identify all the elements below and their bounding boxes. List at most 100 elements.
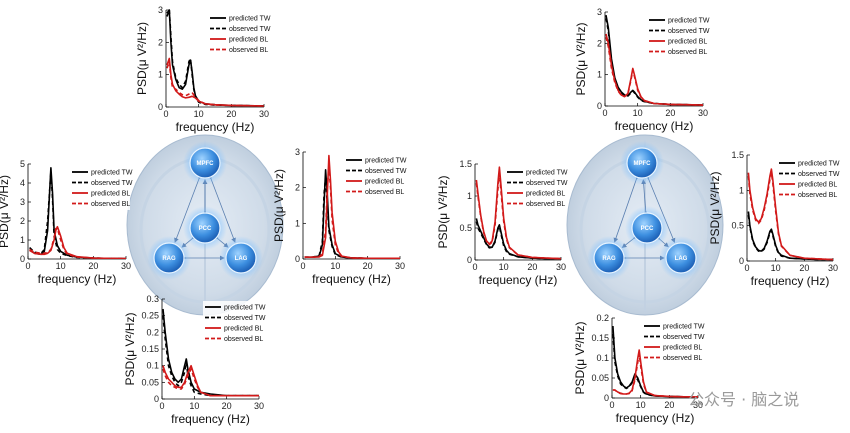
x-tick-label: 0	[159, 401, 164, 411]
legend-label: observed TW	[365, 168, 407, 175]
x-tick-label: 0	[744, 263, 749, 273]
series-line-predicted-BL	[166, 57, 264, 107]
x-tick-label: 10	[330, 261, 340, 271]
network-edge	[207, 174, 236, 243]
legend-label: observed TW	[798, 171, 840, 178]
y-tick-label: 0	[604, 393, 609, 403]
x-tick-label: 0	[609, 400, 614, 410]
x-tick-label: 20	[799, 263, 809, 273]
x-tick-label: 10	[194, 109, 204, 119]
y-tick-label: 0.2	[596, 313, 609, 323]
y-tick-label: 0.1	[146, 361, 159, 371]
y-tick-label: 1	[739, 185, 744, 195]
y-tick-label: 2	[158, 37, 163, 47]
y-tick-label: 0	[20, 254, 25, 264]
brain-network-a: MPFC PCC RAG LAG	[126, 134, 284, 316]
y-tick-label: 0.15	[141, 344, 159, 354]
legend-label: predicted BL	[526, 191, 565, 198]
y-tick-label: 0	[154, 394, 159, 404]
y-tick-label: 2	[20, 216, 25, 226]
legend-label: observed TW	[224, 315, 266, 322]
y-tick-label: 3	[158, 5, 163, 15]
series-line-predicted-TW	[162, 308, 259, 397]
y-tick-label: 0.3	[146, 294, 159, 304]
y-tick-label: 0.25	[141, 311, 159, 321]
node-label-mpfc: MPFC	[197, 161, 215, 167]
legend-label: observed BL	[526, 201, 565, 208]
x-tick-label: 10	[771, 263, 781, 273]
x-tick-label: 20	[665, 108, 675, 118]
psd-panel-b-right: 0 10 20 30 0 0.5 1 1.5 frequency (Hz) PSD(μ V²/Hz…	[708, 150, 840, 288]
legend-label: predicted BL	[91, 191, 130, 198]
x-tick-label: 0	[163, 109, 168, 119]
y-tick-label: 0	[597, 101, 602, 111]
node-lag	[665, 242, 697, 274]
psd-panel-b-top: 0 10 20 30 0 1 2 3 frequency (Hz) PSD(μ V²/Hz) pre…	[574, 7, 710, 133]
psd-panel-a-right: 0 10 20 30 0 1 2 3 frequency (Hz) PSD(μ V²/Hz) pre…	[272, 147, 407, 286]
x-axis-label: frequency (Hz)	[171, 412, 250, 426]
network-edge	[613, 174, 641, 243]
x-axis-label: frequency (Hz)	[312, 272, 391, 286]
psd-panel-b-bottom: 0 10 20 30 0 0.05 0.1 0.15 0.2 frequency (Hz) PSD(…	[573, 313, 705, 425]
network-edge	[641, 179, 649, 216]
series-line-observed-TW	[475, 221, 561, 260]
legend-label: observed BL	[663, 355, 702, 362]
y-tick-label: 0	[467, 255, 472, 265]
x-tick-label: 30	[259, 109, 269, 119]
x-tick-label: 30	[698, 108, 708, 118]
series-line-observed-TW	[747, 215, 833, 261]
x-tick-label: 0	[472, 262, 477, 272]
psd-panel-a-left: 0 10 20 30 0 1 2 3 4 5 frequency (Hz) PSD(μ V²/Hz) p…	[0, 159, 133, 286]
y-tick-label: 1.5	[459, 159, 472, 169]
network-edge	[644, 174, 676, 244]
psd-panel-a-top: 0 10 20 30 0 1 2 3 frequency (Hz) PSD(μ V²/Hz) pre…	[135, 5, 271, 134]
x-tick-label: 20	[527, 262, 537, 272]
node-label-lag: LAG	[235, 256, 248, 262]
node-label-rag: RAG	[162, 256, 176, 262]
x-tick-label: 10	[633, 108, 643, 118]
x-tick-label: 30	[254, 401, 264, 411]
node-label-mpfc: MPFC	[634, 161, 652, 167]
x-tick-label: 30	[693, 400, 703, 410]
node-label-rag: RAG	[602, 256, 616, 262]
y-tick-label: 3	[295, 147, 300, 157]
y-tick-label: 3	[597, 7, 602, 17]
legend-label: predicted BL	[663, 345, 702, 352]
y-axis-label: PSD(μ V²/Hz)	[573, 322, 587, 395]
series-line-observed-TW	[162, 315, 259, 397]
y-axis-label: PSD(μ V²/Hz)	[708, 172, 722, 245]
legend-label: observed BL	[668, 49, 707, 56]
y-axis-label: PSD(μ V²/Hz)	[0, 175, 11, 248]
y-tick-label: 1	[158, 70, 163, 80]
x-axis-label: frequency (Hz)	[38, 272, 117, 286]
y-tick-label: 1	[467, 191, 472, 201]
legend-label: predicted TW	[663, 324, 705, 331]
legend-label: observed BL	[224, 336, 263, 343]
y-tick-label: 0.5	[731, 221, 744, 231]
legend-label: predicted BL	[798, 182, 837, 189]
y-tick-label: 1	[20, 235, 25, 245]
series-line-predicted-TW	[475, 218, 561, 260]
y-tick-label: 0	[739, 256, 744, 266]
x-tick-label: 30	[121, 261, 131, 271]
series-line-observed-BL	[605, 36, 703, 106]
y-tick-label: 0	[295, 254, 300, 264]
x-tick-label: 20	[226, 109, 236, 119]
y-tick-label: 0.2	[146, 327, 159, 337]
psd-panel-b-left: 0 10 20 30 0 0.5 1 1.5 frequency (Hz) PSD(μ V²/Hz…	[436, 159, 568, 287]
node-pcc	[631, 212, 663, 244]
node-rag	[593, 242, 625, 274]
x-tick-label: 10	[56, 261, 66, 271]
y-axis-label: PSD(μ V²/Hz)	[436, 176, 450, 249]
x-tick-label: 20	[88, 261, 98, 271]
legend-label: observed BL	[229, 47, 268, 54]
legend-label: predicted TW	[365, 158, 407, 165]
y-tick-label: 0.1	[596, 353, 609, 363]
series-line-observed-BL	[304, 165, 400, 259]
x-tick-label: 20	[222, 401, 232, 411]
x-axis-label: frequency (Hz)	[616, 411, 695, 425]
x-axis-label: frequency (Hz)	[751, 274, 830, 288]
y-tick-label: 3	[20, 197, 25, 207]
series-line-observed-BL	[162, 368, 259, 397]
x-tick-label: 0	[25, 261, 30, 271]
